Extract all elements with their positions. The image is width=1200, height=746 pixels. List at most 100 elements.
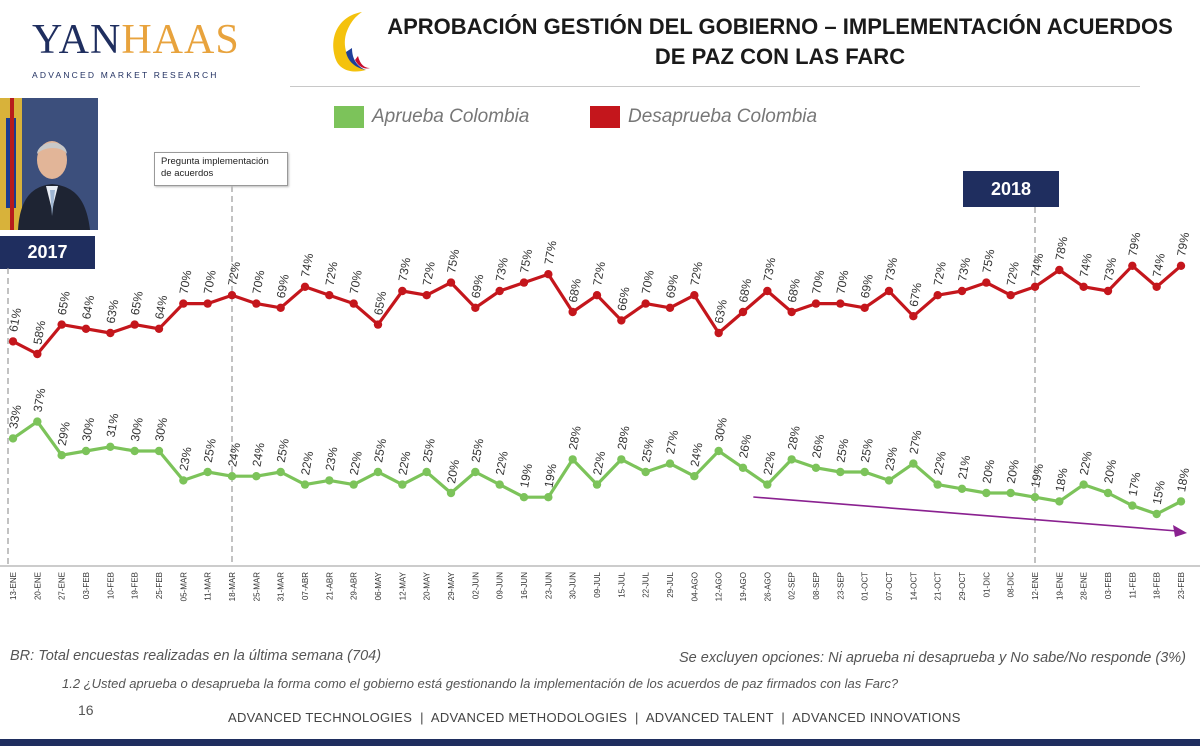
approve-data-label: 19% <box>1028 462 1046 488</box>
approve-data-label: 22% <box>396 450 414 476</box>
x-tick-label: 19-AGO <box>739 572 748 601</box>
disapprove-point <box>860 303 869 312</box>
disapprove-point <box>495 286 504 296</box>
approve-point <box>714 446 723 456</box>
x-tick-label: 10-FEB <box>106 572 115 599</box>
x-tick-label: 11-FEB <box>1128 572 1137 599</box>
x-tick-label: 29-JUL <box>666 571 675 597</box>
approve-data-label: 18% <box>1053 467 1071 493</box>
approve-data-label: 22% <box>347 450 365 476</box>
x-tick-label: 28-ENE <box>1080 572 1089 600</box>
disapprove-data-label: 63% <box>712 298 730 324</box>
approve-point <box>300 480 310 489</box>
approve-data-label: 25% <box>469 437 487 463</box>
approve-data-label: 28% <box>615 425 633 451</box>
x-tick-label: 19-ENE <box>1055 572 1064 600</box>
legend-disapprove-label: Desaprueba Colombia <box>628 106 818 127</box>
disapprove-data-label: 77% <box>542 239 560 265</box>
x-tick-label: 01-DIC <box>982 572 991 598</box>
disapprove-point <box>1128 261 1137 270</box>
disapprove-point <box>276 303 285 312</box>
approve-point <box>909 459 918 468</box>
x-tick-label: 20-MAY <box>423 571 432 600</box>
approve-point <box>763 480 772 489</box>
title-line-1: APROBACIÓN GESTIÓN DEL GOBIERNO – IMPLEM… <box>387 14 1173 39</box>
approve-data-label: 27% <box>907 429 925 455</box>
x-tick-label: 19-FEB <box>131 572 140 599</box>
x-tick-label: 20-ENE <box>33 572 42 600</box>
approve-point <box>787 455 796 464</box>
approve-point <box>641 467 650 477</box>
disapprove-point <box>252 299 261 308</box>
approve-point <box>203 467 212 477</box>
disapprove-data-label: 64% <box>79 294 97 320</box>
x-tick-label: 09-JUN <box>496 572 505 599</box>
x-tick-label: 18-MAR <box>228 572 237 602</box>
approve-data-label: 18% <box>1174 467 1192 493</box>
approve-data-label: 17% <box>1126 471 1144 497</box>
disapprove-point <box>130 320 139 329</box>
legend-approve-label: Aprueba Colombia <box>372 106 530 127</box>
disapprove-point <box>8 337 18 346</box>
disapprove-point <box>1030 282 1040 291</box>
approve-data-label: 22% <box>590 450 608 476</box>
page-title: APROBACIÓN GESTIÓN DEL GOBIERNO – IMPLEM… <box>370 12 1190 72</box>
trend-arrow-head <box>1173 525 1187 537</box>
x-tick-label: 13-ENE <box>9 572 18 600</box>
approve-point <box>568 455 577 464</box>
approve-point <box>860 467 869 477</box>
approve-data-label: 25% <box>371 437 389 463</box>
x-tick-label: 15-JUL <box>617 571 626 597</box>
disapprove-data-label: 69% <box>274 273 292 299</box>
x-tick-label: 12-MAY <box>398 571 407 600</box>
disapprove-data-label: 72% <box>590 260 608 286</box>
approve-point <box>8 434 18 443</box>
survey-question: 1.2 ¿Usted aprueba o desaprueba la forma… <box>62 676 899 691</box>
approve-data-label: 26% <box>809 433 827 459</box>
logo-brand-a: YAN <box>32 17 122 63</box>
disapprove-point <box>1176 261 1186 270</box>
approve-data-label: 19% <box>517 462 535 488</box>
disapprove-data-label: 70% <box>201 269 219 295</box>
disapprove-data-label: 70% <box>250 269 268 295</box>
disapprove-data-label: 68% <box>736 277 754 303</box>
approve-data-label: 30% <box>79 416 97 442</box>
approve-data-label: 37% <box>31 387 49 413</box>
approve-data-label: 25% <box>420 437 438 463</box>
bottom-bar <box>0 739 1200 746</box>
disapprove-point <box>154 324 164 333</box>
disapprove-data-label: 70% <box>177 269 195 295</box>
x-tick-label: 23-FEB <box>1177 572 1186 599</box>
disapprove-data-label: 72% <box>420 260 438 286</box>
disapprove-point <box>1103 286 1113 296</box>
x-tick-label: 12-AGO <box>715 572 724 601</box>
disapprove-point <box>179 299 188 308</box>
x-tick-label: 29-OCT <box>958 572 967 601</box>
approve-data-label: 30% <box>152 416 170 442</box>
x-tick-label: 21-ABR <box>325 572 334 600</box>
approve-data-label: 22% <box>493 450 511 476</box>
approve-point <box>252 472 261 481</box>
approve-point <box>227 472 237 481</box>
disapprove-point <box>106 328 115 338</box>
disapprove-point <box>836 299 845 308</box>
x-tick-label: 06-MAY <box>374 571 383 600</box>
approve-data-label: 25% <box>639 437 657 463</box>
approve-data-label: 26% <box>736 433 754 459</box>
x-tick-label: 07-ABR <box>301 572 310 600</box>
approve-point <box>1030 493 1040 502</box>
approve-point <box>738 463 748 472</box>
approve-point <box>811 463 821 472</box>
disapprove-point <box>544 270 553 279</box>
disapprove-point <box>519 278 529 287</box>
approve-point <box>933 480 942 489</box>
disapprove-data-label: 72% <box>1004 260 1022 286</box>
approve-data-label: 25% <box>858 437 876 463</box>
disapprove-point <box>446 278 456 287</box>
disapprove-point <box>471 303 480 312</box>
approve-point <box>1176 497 1186 506</box>
approve-data-label: 20% <box>1101 458 1119 484</box>
x-tick-label: 03-FEB <box>82 572 91 599</box>
x-tick-label: 22-JUL <box>642 571 651 597</box>
